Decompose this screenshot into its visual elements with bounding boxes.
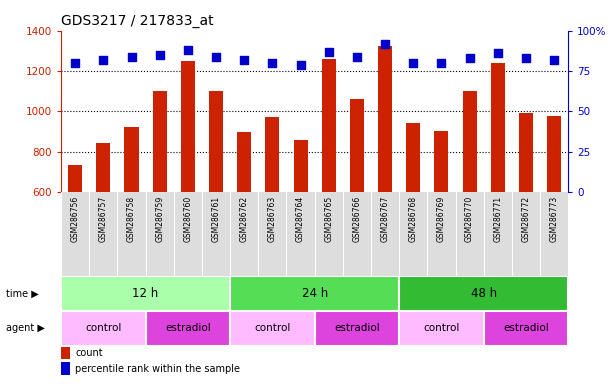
Point [493, 50, 503, 56]
Text: GSM286756: GSM286756 [71, 196, 79, 242]
Bar [68, 165, 82, 192]
Bar [399, 276, 568, 311]
Bar [463, 91, 477, 192]
Bar [153, 91, 167, 192]
Bar [265, 118, 279, 192]
Point [436, 60, 446, 66]
Text: GSM286773: GSM286773 [550, 196, 558, 242]
Point [380, 41, 390, 47]
Bar [61, 276, 230, 311]
Point [296, 61, 306, 68]
Bar [322, 59, 336, 192]
Bar [181, 61, 195, 192]
Text: percentile rank within the sample: percentile rank within the sample [75, 364, 240, 374]
Bar [399, 311, 484, 346]
Bar [519, 113, 533, 192]
Bar [406, 124, 420, 192]
Bar [125, 127, 139, 192]
Text: estradiol: estradiol [334, 323, 380, 333]
Text: control: control [254, 323, 291, 333]
Text: GSM286771: GSM286771 [493, 196, 502, 242]
Text: count: count [75, 348, 103, 358]
Point [70, 60, 80, 66]
Text: agent ▶: agent ▶ [6, 323, 45, 333]
Text: GSM286759: GSM286759 [155, 196, 164, 242]
Point [211, 53, 221, 60]
Text: GSM286760: GSM286760 [183, 196, 192, 242]
Text: estradiol: estradiol [165, 323, 211, 333]
Text: GSM286764: GSM286764 [296, 196, 305, 242]
Text: GSM286772: GSM286772 [521, 196, 530, 242]
Point [268, 60, 277, 66]
Point [155, 52, 164, 58]
Text: GSM286763: GSM286763 [268, 196, 277, 242]
Point [408, 60, 418, 66]
Point [324, 49, 334, 55]
Text: GSM286769: GSM286769 [437, 196, 446, 242]
Text: GSM286762: GSM286762 [240, 196, 249, 242]
Point [98, 57, 108, 63]
Text: GDS3217 / 217833_at: GDS3217 / 217833_at [61, 14, 214, 28]
Bar [378, 46, 392, 192]
Bar [61, 311, 145, 346]
Point [521, 55, 531, 61]
Text: estradiol: estradiol [503, 323, 549, 333]
Bar [547, 116, 561, 192]
Text: GSM286761: GSM286761 [211, 196, 221, 242]
Point [465, 55, 475, 61]
Point [183, 47, 193, 53]
Bar [237, 131, 251, 192]
Text: GSM286770: GSM286770 [465, 196, 474, 242]
Text: GSM286757: GSM286757 [99, 196, 108, 242]
Bar [61, 347, 70, 359]
Text: control: control [85, 323, 122, 333]
Text: 24 h: 24 h [302, 287, 327, 300]
Text: 12 h: 12 h [133, 287, 159, 300]
Text: 48 h: 48 h [470, 287, 497, 300]
Text: GSM286758: GSM286758 [127, 196, 136, 242]
Bar [97, 142, 111, 192]
Point [549, 57, 559, 63]
Text: GSM286765: GSM286765 [324, 196, 333, 242]
Point [240, 57, 249, 63]
Bar [209, 91, 223, 192]
Text: time ▶: time ▶ [6, 289, 39, 299]
Text: GSM286766: GSM286766 [353, 196, 362, 242]
Bar [434, 131, 448, 192]
Bar [491, 63, 505, 192]
Bar [61, 362, 70, 375]
Bar [145, 311, 230, 346]
Text: control: control [423, 323, 459, 333]
Bar [230, 311, 315, 346]
Bar [230, 276, 399, 311]
Point [126, 53, 136, 60]
Bar [484, 311, 568, 346]
Text: GSM286768: GSM286768 [409, 196, 418, 242]
Bar [315, 311, 399, 346]
Text: GSM286767: GSM286767 [381, 196, 390, 242]
Bar [293, 140, 307, 192]
Point [352, 53, 362, 60]
Bar [350, 99, 364, 192]
